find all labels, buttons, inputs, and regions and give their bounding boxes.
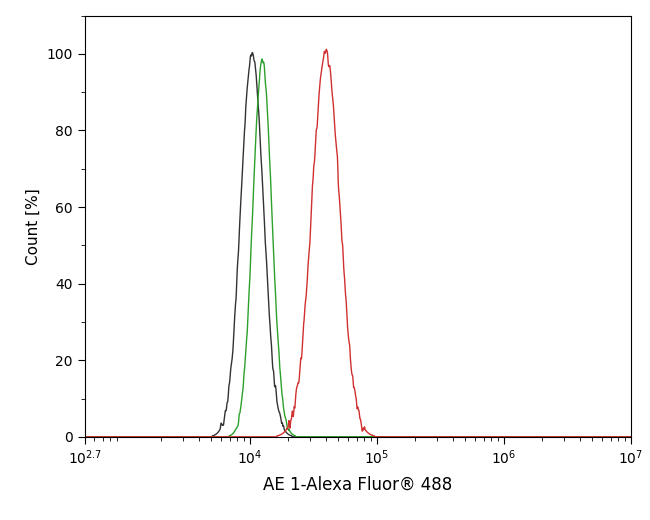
Y-axis label: Count [%]: Count [%] [26,188,41,265]
X-axis label: AE 1-Alexa Fluor® 488: AE 1-Alexa Fluor® 488 [263,475,452,493]
